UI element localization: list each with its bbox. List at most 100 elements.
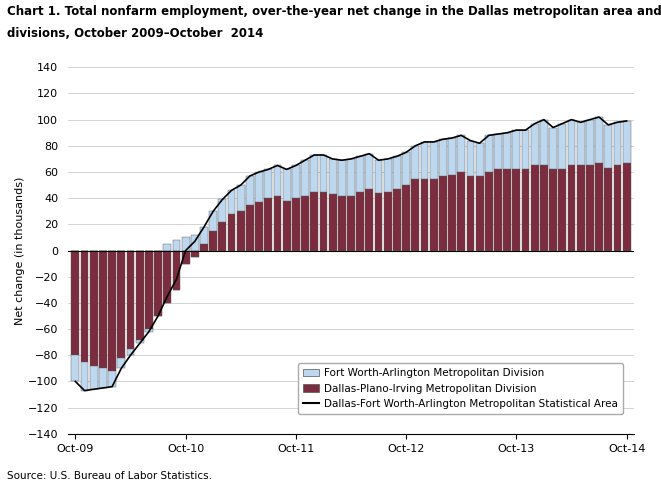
Bar — [623, 163, 631, 251]
Bar — [154, 251, 162, 316]
Bar — [163, 251, 171, 303]
Bar — [494, 170, 502, 251]
Bar — [430, 142, 438, 179]
Bar — [430, 179, 438, 251]
Bar — [246, 176, 254, 205]
Bar — [595, 117, 603, 163]
Bar — [448, 175, 456, 251]
Bar — [347, 196, 355, 251]
Bar — [503, 133, 511, 170]
Bar — [173, 240, 180, 251]
Legend: Fort Worth-Arlington Metropolitan Division, Dallas-Plano-Irving Metropolitan Div: Fort Worth-Arlington Metropolitan Divisi… — [298, 363, 623, 414]
Bar — [467, 176, 475, 251]
Bar — [274, 196, 282, 251]
Bar — [393, 189, 401, 251]
Bar — [292, 166, 299, 198]
Bar — [310, 192, 318, 251]
Bar — [439, 176, 447, 251]
Bar — [90, 251, 98, 366]
Bar — [512, 130, 520, 170]
Bar — [237, 211, 245, 251]
Bar — [173, 251, 180, 290]
Bar — [476, 143, 483, 176]
Bar — [503, 170, 511, 251]
Bar — [384, 159, 391, 192]
Bar — [448, 138, 456, 175]
Bar — [246, 205, 254, 251]
Bar — [420, 142, 428, 179]
Bar — [356, 156, 364, 192]
Bar — [366, 154, 373, 189]
Bar — [549, 170, 557, 251]
Bar — [559, 170, 566, 251]
Bar — [210, 231, 217, 251]
Bar — [200, 227, 208, 244]
Bar — [457, 172, 465, 251]
Bar — [393, 156, 401, 189]
Bar — [145, 251, 153, 329]
Bar — [559, 124, 566, 170]
Bar — [126, 251, 134, 349]
Bar — [81, 362, 89, 391]
Bar — [522, 130, 529, 170]
Bar — [347, 159, 355, 196]
Bar — [375, 193, 383, 251]
Y-axis label: Net change (in thousands): Net change (in thousands) — [15, 176, 25, 325]
Bar — [210, 211, 217, 231]
Bar — [512, 170, 520, 251]
Bar — [90, 366, 98, 389]
Text: Source: U.S. Bureau of Labor Statistics.: Source: U.S. Bureau of Labor Statistics. — [7, 470, 212, 481]
Bar — [522, 170, 529, 251]
Text: Chart 1. Total nonfarm employment, over-the-year net change in the Dallas metrop: Chart 1. Total nonfarm employment, over-… — [7, 5, 661, 18]
Bar — [283, 201, 291, 251]
Bar — [577, 122, 584, 166]
Bar — [227, 214, 235, 251]
Bar — [586, 166, 594, 251]
Bar — [237, 185, 245, 211]
Bar — [99, 251, 107, 369]
Bar — [411, 179, 419, 251]
Bar — [283, 170, 291, 201]
Bar — [182, 238, 190, 251]
Bar — [264, 198, 272, 251]
Bar — [310, 155, 318, 192]
Bar — [467, 141, 475, 176]
Bar — [476, 176, 483, 251]
Bar — [411, 146, 419, 179]
Bar — [549, 128, 557, 170]
Bar — [227, 190, 235, 214]
Bar — [118, 251, 125, 358]
Bar — [586, 120, 594, 166]
Bar — [457, 135, 465, 172]
Bar — [623, 121, 631, 163]
Bar — [292, 198, 299, 251]
Bar — [384, 192, 391, 251]
Bar — [485, 135, 492, 172]
Bar — [191, 251, 199, 257]
Bar — [420, 179, 428, 251]
Bar — [218, 222, 226, 251]
Bar — [531, 124, 539, 166]
Bar — [338, 160, 346, 196]
Bar — [329, 159, 336, 194]
Bar — [366, 189, 373, 251]
Bar — [191, 235, 199, 251]
Bar — [255, 172, 263, 202]
Bar — [577, 166, 584, 251]
Bar — [319, 155, 327, 192]
Bar — [329, 194, 336, 251]
Bar — [71, 355, 79, 382]
Bar — [568, 166, 575, 251]
Bar — [136, 251, 143, 340]
Bar — [604, 125, 612, 168]
Bar — [218, 199, 226, 222]
Bar — [136, 340, 143, 343]
Bar — [494, 134, 502, 170]
Bar — [118, 358, 125, 369]
Bar — [540, 166, 548, 251]
Bar — [402, 185, 410, 251]
Bar — [356, 192, 364, 251]
Bar — [301, 196, 309, 251]
Bar — [338, 196, 346, 251]
Bar — [255, 202, 263, 251]
